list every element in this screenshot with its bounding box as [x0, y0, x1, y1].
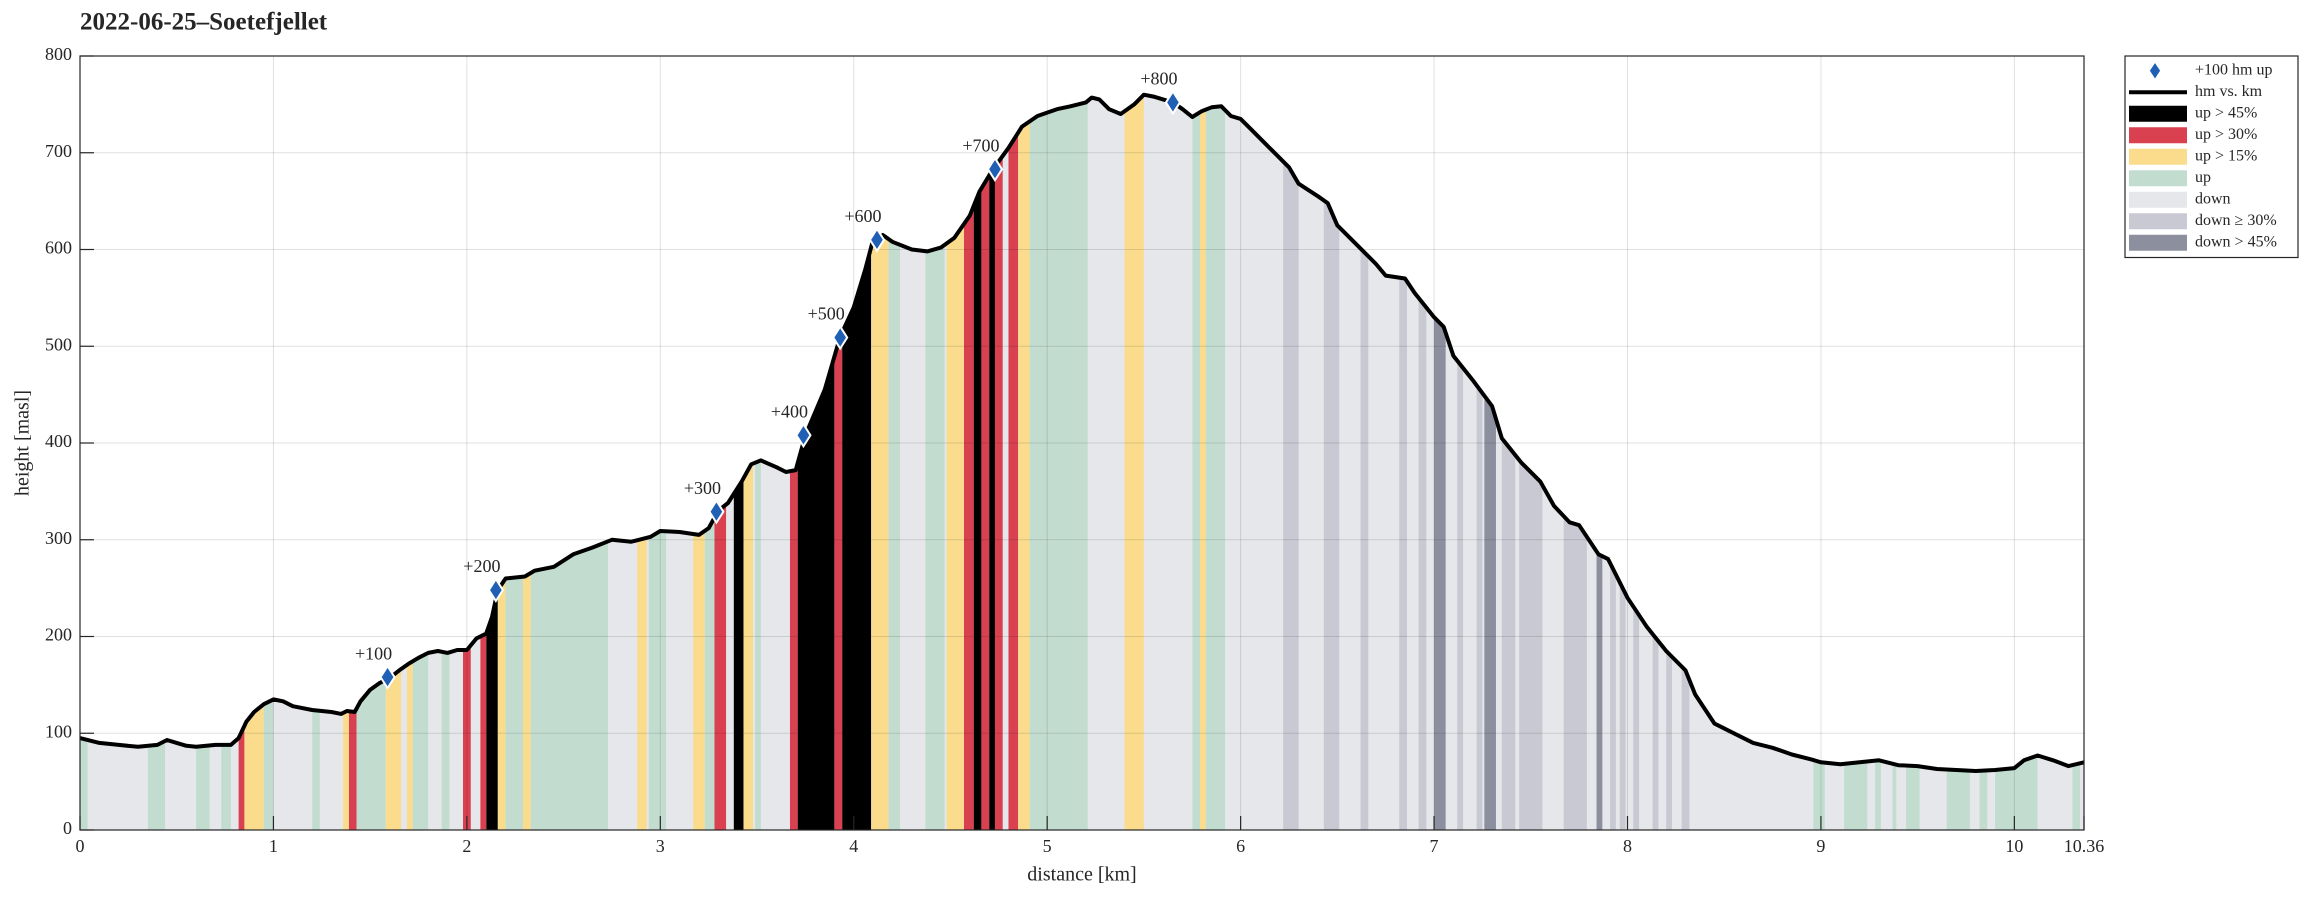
y-axis-label: height [masl] [12, 390, 34, 496]
slope-band [888, 94, 901, 830]
x-tick-label: 4 [849, 836, 858, 856]
x-tick-label: 7 [1430, 836, 1439, 856]
climb-label: +300 [684, 478, 721, 498]
slope-band [1029, 94, 1088, 830]
slope-band [946, 94, 965, 830]
x-tick-label: 10 [2005, 836, 2023, 856]
y-tick-label: 600 [45, 238, 72, 258]
y-tick-label: 0 [63, 818, 72, 838]
legend-swatch [2129, 170, 2187, 187]
legend-label: up > 45% [2195, 104, 2257, 121]
x-tick-label: 6 [1236, 836, 1245, 856]
legend-label: up > 15% [2195, 147, 2257, 164]
slope-band [1143, 94, 1193, 830]
y-tick-label: 300 [45, 528, 72, 548]
climb-label: +700 [962, 135, 999, 155]
y-tick-label: 100 [45, 721, 72, 741]
climb-marker [1164, 89, 1182, 116]
slope-band [1205, 94, 1226, 830]
slope-band [994, 94, 1003, 830]
x-tick-label: 8 [1623, 836, 1632, 856]
x-tick-label: 10.36 [2064, 836, 2105, 856]
x-axis-label: distance [km] [1027, 864, 1136, 886]
profile-line [79, 92, 2085, 773]
slope-band [1124, 94, 1144, 830]
slope-band [1087, 94, 1125, 830]
climb-marker [708, 498, 725, 525]
slope-band [1457, 94, 1464, 830]
climb-label: +500 [808, 304, 845, 324]
legend-label: down ≥ 30% [2195, 212, 2277, 229]
slope-band [1323, 94, 1340, 830]
slope-band [989, 94, 995, 830]
slope-band [1484, 94, 1496, 830]
slope-band [964, 94, 974, 830]
slope-band [973, 94, 982, 830]
x-tick-label: 5 [1043, 836, 1052, 856]
legend-marker [2148, 60, 2162, 82]
slope-band [1225, 94, 1284, 830]
slope-band [1418, 94, 1427, 830]
legend-label: up > 30% [2195, 126, 2257, 143]
slope-band [981, 94, 990, 830]
y-tick-label: 700 [45, 141, 72, 161]
x-tick-label: 2 [462, 836, 471, 856]
legend-label: +100 hm up [2195, 61, 2272, 78]
chart-title: 2022-06-25–Soetefjellet [80, 9, 328, 36]
climb-label: +600 [844, 206, 881, 226]
slope-band [1192, 94, 1200, 830]
y-tick-label: 500 [45, 334, 72, 354]
legend-label: down > 45% [2195, 233, 2277, 250]
legend-swatch [2129, 191, 2187, 208]
legend-swatch [2129, 213, 2187, 230]
legend-swatch [2129, 234, 2187, 251]
legend-label: up [2195, 169, 2211, 186]
slope-band [1199, 94, 1206, 830]
climb-label: +800 [1140, 69, 1177, 89]
x-tick-label: 3 [656, 836, 665, 856]
x-tick-label: 1 [269, 836, 278, 856]
climb-marker [379, 664, 396, 690]
slope-band [1008, 94, 1019, 830]
climb-marker [795, 422, 812, 449]
slope-band [1283, 94, 1299, 830]
slope-band [1018, 94, 1030, 830]
legend-swatch [2129, 105, 2187, 122]
legend-swatch [2129, 127, 2187, 144]
climb-marker [986, 156, 1004, 183]
slope-band [1360, 94, 1369, 830]
legend: +100 hm up hm vs. km up > 45% up > 30% up > … [2124, 55, 2299, 259]
climb-marker [868, 226, 886, 253]
y-tick-label: 400 [45, 431, 72, 451]
climb-label: +400 [771, 401, 808, 421]
x-tick-label: 9 [1816, 836, 1825, 856]
slope-band [834, 94, 843, 830]
legend-label: hm vs. km [2195, 83, 2263, 100]
climb-marker [832, 324, 849, 351]
y-tick-label: 800 [45, 44, 72, 64]
climb-marker [487, 577, 505, 603]
x-tick-label: 0 [76, 836, 85, 856]
legend-label: down [2195, 190, 2231, 207]
slope-band [1476, 94, 1483, 830]
slope-band [925, 94, 945, 830]
y-tick-label: 200 [45, 625, 72, 645]
slope-band [1399, 94, 1407, 830]
legend-swatch [2129, 148, 2187, 165]
slope-band [1434, 94, 1446, 830]
climb-label: +200 [463, 556, 500, 576]
climb-label: +100 [355, 643, 392, 663]
slope-band [871, 94, 889, 830]
